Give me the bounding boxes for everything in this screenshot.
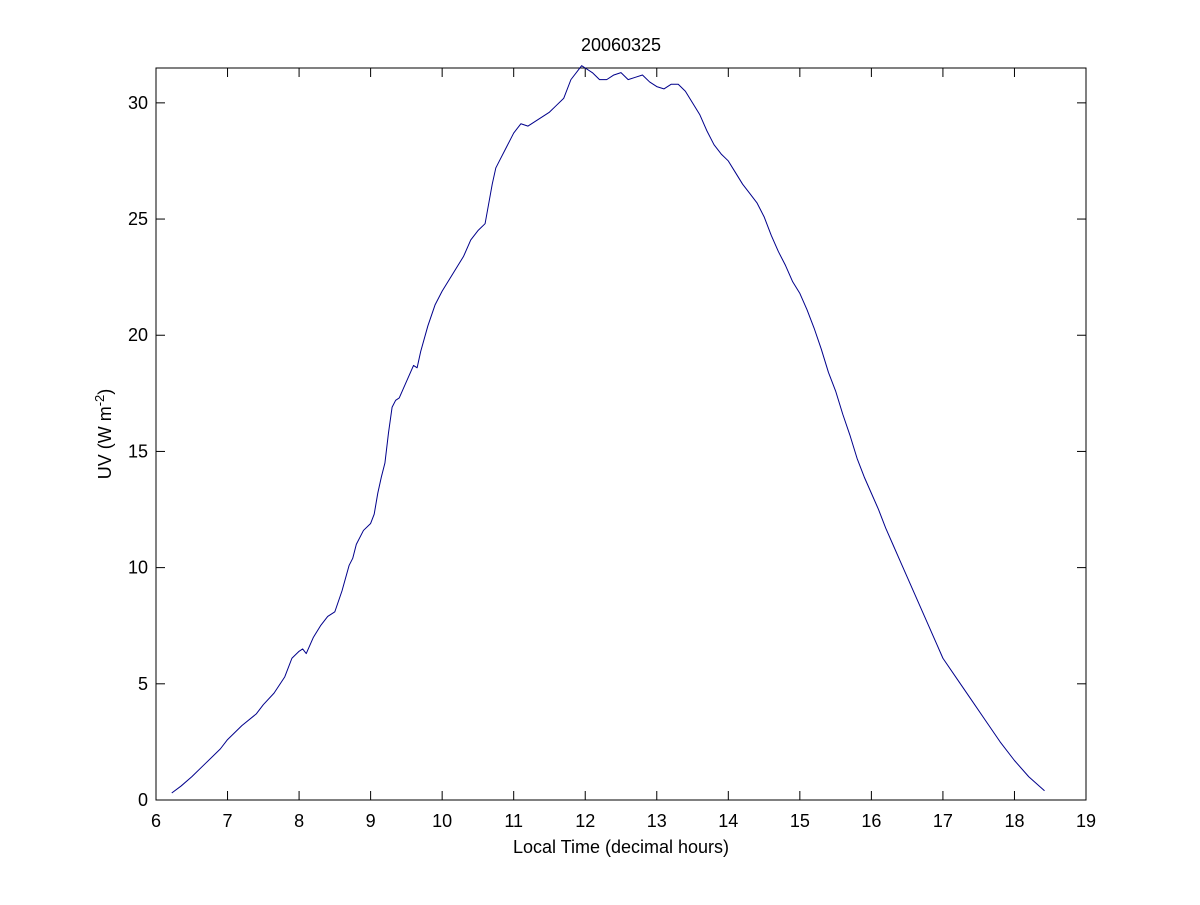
x-axis-label: Local Time (decimal hours) xyxy=(513,837,729,857)
x-tick-label: 12 xyxy=(575,811,595,831)
y-tick-label: 15 xyxy=(128,441,148,461)
y-axis-label-superscript: -2 xyxy=(92,395,107,407)
x-tick-label: 13 xyxy=(647,811,667,831)
x-tick-label: 7 xyxy=(223,811,233,831)
x-tick-label: 10 xyxy=(432,811,452,831)
y-tick-label: 0 xyxy=(138,790,148,810)
x-tick-label: 15 xyxy=(790,811,810,831)
x-tick-label: 14 xyxy=(718,811,738,831)
y-axis-ticks: 0 5 10 15 20 25 30 xyxy=(128,93,1086,810)
y-axis-label-base: UV (W m xyxy=(95,406,115,479)
x-tick-label: 8 xyxy=(294,811,304,831)
uv-series-line xyxy=(171,65,1045,794)
x-tick-label: 6 xyxy=(151,811,161,831)
x-axis-ticks: 6 7 8 9 10 11 12 13 14 15 16 17 18 19 xyxy=(151,68,1096,831)
x-tick-label: 19 xyxy=(1076,811,1096,831)
y-tick-label: 20 xyxy=(128,325,148,345)
y-tick-label: 10 xyxy=(128,558,148,578)
y-axis-label-close: ) xyxy=(95,389,115,395)
x-tick-label: 17 xyxy=(933,811,953,831)
y-axis-label: UV (W m-2) xyxy=(92,389,115,480)
x-tick-label: 9 xyxy=(366,811,376,831)
chart-title: 20060325 xyxy=(581,35,661,55)
x-tick-label: 16 xyxy=(861,811,881,831)
x-tick-label: 11 xyxy=(504,811,523,831)
y-tick-label: 25 xyxy=(128,209,148,229)
y-tick-label: 5 xyxy=(138,674,148,694)
plot-frame xyxy=(155,67,1087,801)
y-tick-label: 30 xyxy=(128,93,148,113)
x-tick-label: 18 xyxy=(1004,811,1024,831)
